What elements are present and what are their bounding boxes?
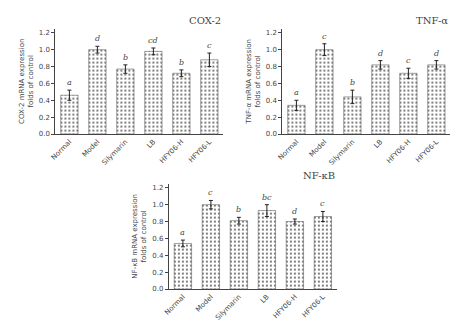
svg-text:Silymarin: Silymarin: [327, 138, 356, 167]
svg-text:COX-2 mRNA expressionfolds of: COX-2 mRNA expressionfolds of control: [18, 39, 35, 124]
svg-text:b: b: [236, 205, 241, 214]
svg-text:b: b: [350, 78, 355, 87]
svg-text:0.4: 0.4: [152, 252, 164, 260]
svg-text:HFY06-L: HFY06-L: [301, 293, 327, 319]
svg-text:0.6: 0.6: [39, 80, 51, 88]
svg-text:Normal: Normal: [277, 138, 301, 162]
svg-text:d: d: [95, 34, 100, 43]
svg-text:LB: LB: [259, 293, 271, 305]
svg-text:0.6: 0.6: [266, 80, 278, 88]
svg-text:TNF-α mRNA expressionfolds of: TNF-α mRNA expressionfolds of control: [245, 39, 262, 125]
svg-text:0.2: 0.2: [39, 114, 50, 122]
svg-text:Normal: Normal: [50, 138, 74, 162]
svg-text:b: b: [123, 53, 128, 62]
svg-text:NF-κB: NF-κB: [303, 170, 335, 181]
svg-text:0.0: 0.0: [152, 285, 163, 293]
svg-text:a: a: [294, 88, 299, 97]
svg-text:LB: LB: [145, 138, 157, 150]
svg-text:1.2: 1.2: [152, 184, 163, 192]
svg-text:Model: Model: [81, 138, 102, 159]
svg-text:1.0: 1.0: [266, 46, 277, 54]
svg-text:0.4: 0.4: [266, 97, 278, 105]
svg-text:Model: Model: [194, 293, 215, 314]
svg-text:1.2: 1.2: [266, 29, 277, 37]
svg-text:0.8: 0.8: [152, 218, 163, 226]
svg-text:0.6: 0.6: [152, 235, 164, 243]
svg-text:0.2: 0.2: [266, 114, 277, 122]
svg-text:0.8: 0.8: [39, 63, 50, 71]
svg-text:cd: cd: [148, 36, 158, 45]
svg-text:1.0: 1.0: [39, 46, 50, 54]
svg-text:c: c: [320, 199, 325, 208]
svg-text:1.2: 1.2: [39, 29, 50, 37]
svg-text:0.0: 0.0: [266, 130, 277, 138]
svg-text:d: d: [434, 49, 439, 58]
svg-text:TNF-α: TNF-α: [416, 15, 448, 26]
svg-text:Model: Model: [308, 138, 329, 159]
svg-text:bc: bc: [262, 193, 272, 202]
svg-text:d: d: [378, 49, 383, 58]
svg-text:LB: LB: [372, 138, 384, 150]
svg-text:HFY06-L: HFY06-L: [414, 138, 440, 164]
svg-text:HFY06-H: HFY06-H: [385, 138, 412, 165]
svg-text:a: a: [67, 78, 72, 87]
svg-text:1.0: 1.0: [152, 201, 163, 209]
svg-text:0.0: 0.0: [39, 130, 50, 138]
svg-text:b: b: [179, 58, 184, 67]
svg-text:c: c: [208, 188, 213, 197]
svg-text:a: a: [180, 228, 185, 237]
svg-text:HFY06-L: HFY06-L: [187, 138, 213, 164]
svg-text:0.8: 0.8: [266, 63, 277, 71]
svg-text:COX-2: COX-2: [189, 15, 221, 26]
svg-text:c: c: [207, 41, 212, 50]
svg-text:HFY06-H: HFY06-H: [158, 138, 185, 165]
svg-text:c: c: [406, 56, 411, 65]
svg-text:Silymarin: Silymarin: [214, 293, 243, 322]
svg-text:d: d: [292, 207, 297, 216]
svg-text:Silymarin: Silymarin: [100, 138, 129, 167]
svg-text:0.2: 0.2: [152, 269, 163, 277]
svg-text:HFY06-H: HFY06-H: [272, 293, 299, 320]
svg-text:Normal: Normal: [163, 293, 187, 317]
svg-text:c: c: [322, 32, 327, 41]
svg-text:0.4: 0.4: [39, 97, 51, 105]
svg-text:NF-κB mRNA expressionfolds of: NF-κB mRNA expressionfolds of control: [131, 194, 148, 279]
